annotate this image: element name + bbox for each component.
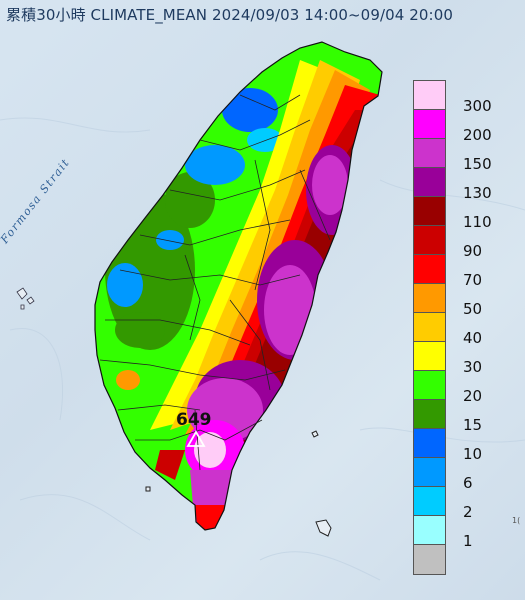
- rainfall-field: [95, 42, 382, 530]
- legend-label: 150: [463, 155, 492, 173]
- legend-label: 50: [463, 300, 483, 318]
- legend-row: 130: [413, 167, 505, 202]
- legend-swatch: [413, 457, 446, 488]
- legend-swatch: [413, 515, 446, 546]
- legend-swatch: [413, 254, 446, 285]
- legend-label: 1: [463, 532, 473, 550]
- legend-swatch: [413, 196, 446, 227]
- legend-row: 70: [413, 254, 505, 289]
- legend-row: 15: [413, 399, 505, 434]
- legend-swatch: [413, 399, 446, 430]
- legend-row: 110: [413, 196, 505, 231]
- legend-row: 50: [413, 283, 505, 318]
- legend-swatch: [413, 341, 446, 372]
- legend-label: 70: [463, 271, 483, 289]
- legend-row: 90: [413, 225, 505, 260]
- legend-row: 200: [413, 109, 505, 144]
- legend-label: 6: [463, 474, 473, 492]
- color-legend: 300 200 150 130 110 90 70 50 40 30 20 15 10 6 2 1: [413, 80, 505, 575]
- green-island: [311, 430, 319, 438]
- county-boundaries: [99, 94, 331, 471]
- penghu-islands: [16, 287, 35, 310]
- legend-label: 15: [463, 416, 483, 434]
- edge-label: 1(: [512, 516, 521, 525]
- legend-label: 300: [463, 97, 492, 115]
- legend-swatch: [413, 283, 446, 314]
- legend-label: 2: [463, 503, 473, 521]
- legend-row: 1: [413, 515, 505, 550]
- legend-label: 10: [463, 445, 483, 463]
- legend-swatch: [413, 138, 446, 169]
- legend-row: 30: [413, 341, 505, 376]
- taiwan-coastline: [94, 41, 383, 531]
- legend-swatch: [413, 225, 446, 256]
- liuqiu-island: [145, 486, 151, 492]
- legend-label: 20: [463, 387, 483, 405]
- legend-row: 150: [413, 138, 505, 173]
- legend-swatch: [413, 167, 446, 198]
- legend-swatch: [413, 80, 446, 111]
- legend-label: 200: [463, 126, 492, 144]
- legend-row: 2: [413, 486, 505, 521]
- legend-swatch: [413, 109, 446, 140]
- map-title: 累積30小時 CLIMATE_MEAN 2024/09/03 14:00~09/…: [6, 6, 453, 24]
- legend-row: 10: [413, 428, 505, 463]
- legend-row: 6: [413, 457, 505, 492]
- lanyu-island: [315, 519, 332, 537]
- max-rainfall-value: 649: [176, 410, 212, 430]
- legend-row: 300: [413, 80, 505, 115]
- legend-swatch: [413, 370, 446, 401]
- legend-label: 110: [463, 213, 492, 231]
- legend-label: 40: [463, 329, 483, 347]
- legend-label: 130: [463, 184, 492, 202]
- triangle-marker-icon: [186, 430, 206, 447]
- legend-row: [413, 544, 505, 575]
- legend-label: 30: [463, 358, 483, 376]
- legend-swatch: [413, 312, 446, 343]
- legend-row: 40: [413, 312, 505, 347]
- legend-label: 90: [463, 242, 483, 260]
- legend-swatch: [413, 486, 446, 517]
- legend-swatch: [413, 428, 446, 459]
- legend-row: 20: [413, 370, 505, 405]
- legend-swatch: [413, 544, 446, 575]
